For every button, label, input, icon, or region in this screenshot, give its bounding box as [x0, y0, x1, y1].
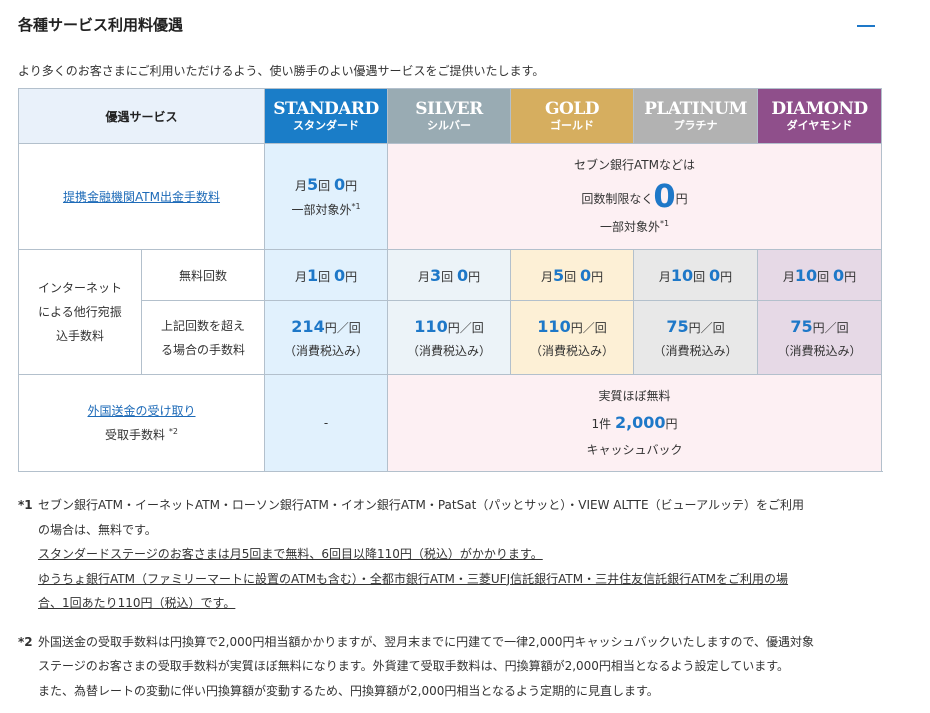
- free-count-diamond: 月10回 0円: [757, 249, 883, 301]
- transfer-fee-row: 上記回数を超え る場合の手数料 214円／回 （消費税込み） 110円／回 （消…: [19, 300, 883, 375]
- free-count-platinum: 月10回 0円: [633, 249, 759, 301]
- tier-name-jp: シルバー: [427, 119, 472, 132]
- tier-header-diamond: DIAMOND ダイヤモンド: [757, 88, 883, 144]
- excess-fee-platinum: 75円／回 （消費税込み）: [633, 300, 759, 375]
- atm-row: 提携金融機関ATM出金手数料 月5回 0円 一部対象外*1 セブン銀行ATMなど…: [17, 143, 883, 250]
- atm-others-cell: セブン銀行ATMなどは 回数制限なく0円 一部対象外*1: [387, 143, 883, 250]
- tier-header-silver: SILVER シルバー: [387, 88, 512, 144]
- atm-standard-note: 一部対象外*1: [291, 202, 361, 218]
- atm-others-line1: セブン銀行ATMなどは: [574, 158, 695, 173]
- tier-name-en: SILVER: [415, 99, 483, 119]
- tier-name-en: DIAMOND: [771, 99, 868, 119]
- tier-name-jp: プラチナ: [673, 119, 718, 132]
- tier-name-en: PLATINUM: [644, 99, 747, 119]
- atm-others-line2: 回数制限なく0円: [581, 176, 688, 215]
- minus-icon: [857, 25, 875, 27]
- tier-name-jp: ダイヤモンド: [786, 119, 853, 132]
- foreign-fee-label: 受取手数料 *2: [105, 426, 178, 442]
- foreign-others-amount: 1件 2,000円: [591, 413, 678, 433]
- atm-standard-cell: 月5回 0円 一部対象外*1: [264, 143, 389, 250]
- footnote-line: 外国送金の受取手数料は円換算で2,000円相当額かかりますが、翌月末までに円建て…: [38, 634, 814, 649]
- footnote-line: セブン銀行ATM・イーネットATM・ローソン銀行ATM・イオン銀行ATM・Pat…: [38, 498, 804, 512]
- footnote-line-underlined: 合、1回あたり110円（税込）です。: [38, 596, 236, 610]
- free-count-standard: 月1回 0円: [264, 249, 389, 301]
- transfer-free-row: インターネット による他行宛振 込手数料 無料回数 月1回 0円 月3回 0円 …: [18, 249, 883, 375]
- free-count-silver: 月3回 0円: [387, 249, 512, 301]
- foreign-remittance-link[interactable]: 外国送金の受け取り: [87, 404, 196, 419]
- transfer-label-cell: インターネット による他行宛振 込手数料: [18, 249, 142, 375]
- tier-header-standard: STANDARD スタンダード: [264, 88, 389, 144]
- tier-name-en: GOLD: [545, 99, 600, 119]
- collapse-button[interactable]: [854, 14, 878, 34]
- free-count-gold: 月5回 0円: [510, 249, 635, 301]
- service-fee-table: 優遇サービス STANDARD スタンダード SILVER シルバー GOLD …: [17, 88, 883, 472]
- tier-header-platinum: PLATINUM プラチナ: [633, 88, 759, 144]
- foreign-others-line3: キャッシュバック: [586, 442, 683, 457]
- foreign-label-cell: 外国送金の受け取り 受取手数料 *2: [17, 374, 266, 472]
- footnote-line-underlined: スタンダードステージのお客さまは月5回まで無料、6回目以降110円（税込）がかか…: [38, 547, 543, 561]
- footnote-2: *2 外国送金の受取手数料は円換算で2,000円相当額かかりますが、翌月末までに…: [18, 630, 888, 704]
- atm-fee-link[interactable]: 提携金融機関ATM出金手数料: [63, 190, 220, 204]
- foreign-others-cell: 実質ほぼ無料 1件 2,000円 キャッシュバック: [387, 374, 883, 472]
- footnote-1: *1 セブン銀行ATM・イーネットATM・ローソン銀行ATM・イオン銀行ATM・…: [18, 493, 888, 616]
- tier-name-jp: スタンダード: [293, 119, 360, 132]
- atm-label-cell: 提携金融機関ATM出金手数料: [17, 143, 266, 250]
- foreign-remittance-row: 外国送金の受け取り 受取手数料 *2 - 実質ほぼ無料 1件 2,000円 キャ…: [17, 374, 883, 472]
- intro-text: より多くのお客さまにご利用いただけるよう、使い勝手のよい優遇サービスをご提供いた…: [18, 64, 545, 78]
- footnote-line: また、為替レートの変動に伴い円換算額が変動するため、円換算額が2,000円相当と…: [38, 683, 659, 698]
- excess-fee-label-line: 上記回数を超え: [161, 318, 246, 333]
- footnote-mark: *2: [18, 634, 33, 649]
- excess-fee-silver: 110円／回 （消費税込み）: [387, 300, 512, 375]
- header-row: 優遇サービス STANDARD スタンダード SILVER シルバー GOLD …: [17, 88, 883, 144]
- atm-standard-value: 月5回 0円: [294, 175, 358, 195]
- free-count-label: 無料回数: [140, 249, 266, 301]
- excess-fee-diamond: 75円／回 （消費税込み）: [757, 300, 883, 375]
- transfer-label-line: インターネット: [37, 281, 122, 295]
- foreign-standard-cell: -: [264, 374, 389, 472]
- tier-name-jp: ゴールド: [550, 119, 595, 132]
- footnote-line: ステージのお客さまの受取手数料が実質ほぼ無料になります。外貨建て受取手数料は、円…: [38, 659, 789, 673]
- foreign-others-line1: 実質ほぼ無料: [598, 389, 671, 404]
- footnote-mark: *1: [18, 498, 33, 512]
- tier-header-gold: GOLD ゴールド: [510, 88, 635, 144]
- header-service-label: 優遇サービス: [17, 88, 266, 144]
- excess-fee-standard: 214円／回 （消費税込み）: [264, 300, 389, 375]
- footnote-line: の場合は、無料です。: [38, 522, 157, 537]
- footnote-line-underlined: ゆうちょ銀行ATM（ファミリーマートに設置のATMも含む）・全都市銀行ATM・三…: [38, 571, 789, 586]
- section-title: 各種サービス利用料優遇: [18, 16, 184, 34]
- excess-fee-gold: 110円／回 （消費税込み）: [510, 300, 635, 375]
- excess-fee-label-line: る場合の手数料: [161, 342, 246, 357]
- footnotes: *1 セブン銀行ATM・イーネットATM・ローソン銀行ATM・イオン銀行ATM・…: [18, 493, 888, 703]
- tier-name-en: STANDARD: [273, 99, 379, 119]
- transfer-label-line: 込手数料: [55, 329, 104, 343]
- excess-fee-label: 上記回数を超え る場合の手数料: [140, 300, 266, 375]
- atm-others-note: 一部対象外*1: [599, 219, 670, 235]
- transfer-label-line: による他行宛振: [38, 305, 122, 319]
